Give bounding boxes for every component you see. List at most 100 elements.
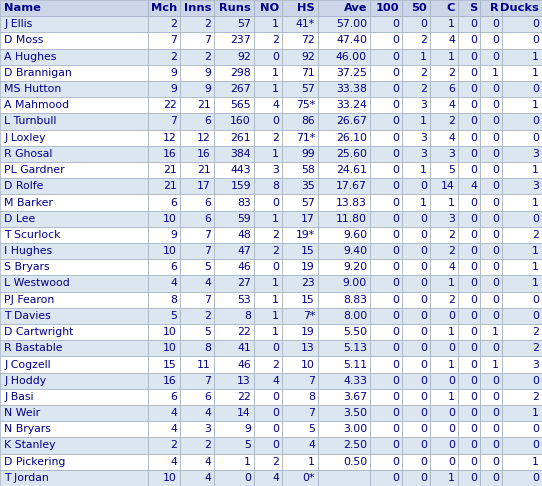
Text: 0: 0 — [492, 262, 499, 272]
Bar — [370, 146, 402, 162]
Bar — [430, 437, 458, 453]
Text: 0: 0 — [492, 133, 499, 143]
Text: 1: 1 — [492, 327, 499, 337]
Bar — [254, 49, 282, 65]
Text: 0: 0 — [392, 327, 399, 337]
Text: 57.00: 57.00 — [336, 19, 367, 29]
Bar — [148, 33, 180, 49]
Bar — [282, 16, 318, 33]
Text: 24.61: 24.61 — [336, 165, 367, 175]
Text: 4.33: 4.33 — [343, 376, 367, 386]
Bar — [180, 470, 214, 486]
Text: 443: 443 — [230, 165, 251, 175]
Text: 2: 2 — [204, 311, 211, 321]
Bar — [480, 437, 502, 453]
Text: 17: 17 — [301, 214, 315, 224]
Bar — [502, 16, 542, 33]
Bar — [214, 259, 254, 276]
Text: 0: 0 — [272, 52, 279, 62]
Bar — [430, 33, 458, 49]
Bar — [480, 210, 502, 227]
Text: 57: 57 — [237, 19, 251, 29]
Text: 0: 0 — [532, 311, 539, 321]
Text: C: C — [447, 3, 455, 13]
Bar — [180, 340, 214, 356]
Bar — [402, 276, 430, 292]
Text: 2: 2 — [272, 360, 279, 369]
Bar — [254, 243, 282, 259]
Text: 0: 0 — [392, 295, 399, 305]
Bar — [214, 470, 254, 486]
Bar — [502, 178, 542, 194]
Bar — [502, 324, 542, 340]
Bar — [0, 227, 148, 243]
Bar — [480, 33, 502, 49]
Bar — [480, 162, 502, 178]
Text: 6: 6 — [204, 214, 211, 224]
Bar — [480, 324, 502, 340]
Text: 57: 57 — [301, 197, 315, 208]
Bar — [458, 453, 480, 470]
Bar — [430, 373, 458, 389]
Bar — [214, 130, 254, 146]
Text: 4: 4 — [448, 35, 455, 46]
Bar — [402, 340, 430, 356]
Bar — [214, 210, 254, 227]
Text: 0: 0 — [392, 68, 399, 78]
Text: 0: 0 — [492, 457, 499, 467]
Text: 12: 12 — [197, 133, 211, 143]
Text: M Barker: M Barker — [4, 197, 53, 208]
Text: 0: 0 — [492, 35, 499, 46]
Text: D Moss: D Moss — [4, 35, 43, 46]
Bar — [282, 437, 318, 453]
Bar — [0, 178, 148, 194]
Text: 2: 2 — [204, 19, 211, 29]
Text: 7: 7 — [204, 295, 211, 305]
Text: 5: 5 — [204, 262, 211, 272]
Bar — [402, 210, 430, 227]
Text: 0: 0 — [470, 230, 477, 240]
Text: 0: 0 — [532, 214, 539, 224]
Text: 1: 1 — [244, 457, 251, 467]
Text: 4: 4 — [170, 408, 177, 418]
Bar — [0, 356, 148, 373]
Bar — [180, 356, 214, 373]
Text: 2: 2 — [532, 392, 539, 402]
Bar — [430, 97, 458, 113]
Bar — [0, 194, 148, 210]
Text: D Lee: D Lee — [4, 214, 35, 224]
Text: 19: 19 — [301, 262, 315, 272]
Text: 0: 0 — [492, 100, 499, 110]
Bar — [214, 421, 254, 437]
Text: 0: 0 — [492, 343, 499, 353]
Bar — [180, 97, 214, 113]
Bar — [254, 194, 282, 210]
Bar — [0, 470, 148, 486]
Bar — [480, 194, 502, 210]
Bar — [148, 453, 180, 470]
Text: NO: NO — [260, 3, 279, 13]
Bar — [254, 210, 282, 227]
Bar — [214, 437, 254, 453]
Text: 0: 0 — [420, 214, 427, 224]
Text: 0: 0 — [492, 197, 499, 208]
Text: A Hughes: A Hughes — [4, 52, 56, 62]
Bar — [282, 421, 318, 437]
Bar — [480, 292, 502, 308]
Bar — [254, 16, 282, 33]
Text: 3: 3 — [532, 149, 539, 159]
Bar — [0, 276, 148, 292]
Bar — [148, 162, 180, 178]
Bar — [180, 373, 214, 389]
Bar — [148, 292, 180, 308]
Text: 0: 0 — [470, 473, 477, 483]
Bar — [254, 276, 282, 292]
Bar — [180, 259, 214, 276]
Text: 41: 41 — [237, 343, 251, 353]
Text: 0: 0 — [420, 230, 427, 240]
Text: 5: 5 — [204, 327, 211, 337]
Text: 4: 4 — [272, 473, 279, 483]
Text: 2: 2 — [532, 327, 539, 337]
Bar — [430, 0, 458, 16]
Text: 14: 14 — [237, 408, 251, 418]
